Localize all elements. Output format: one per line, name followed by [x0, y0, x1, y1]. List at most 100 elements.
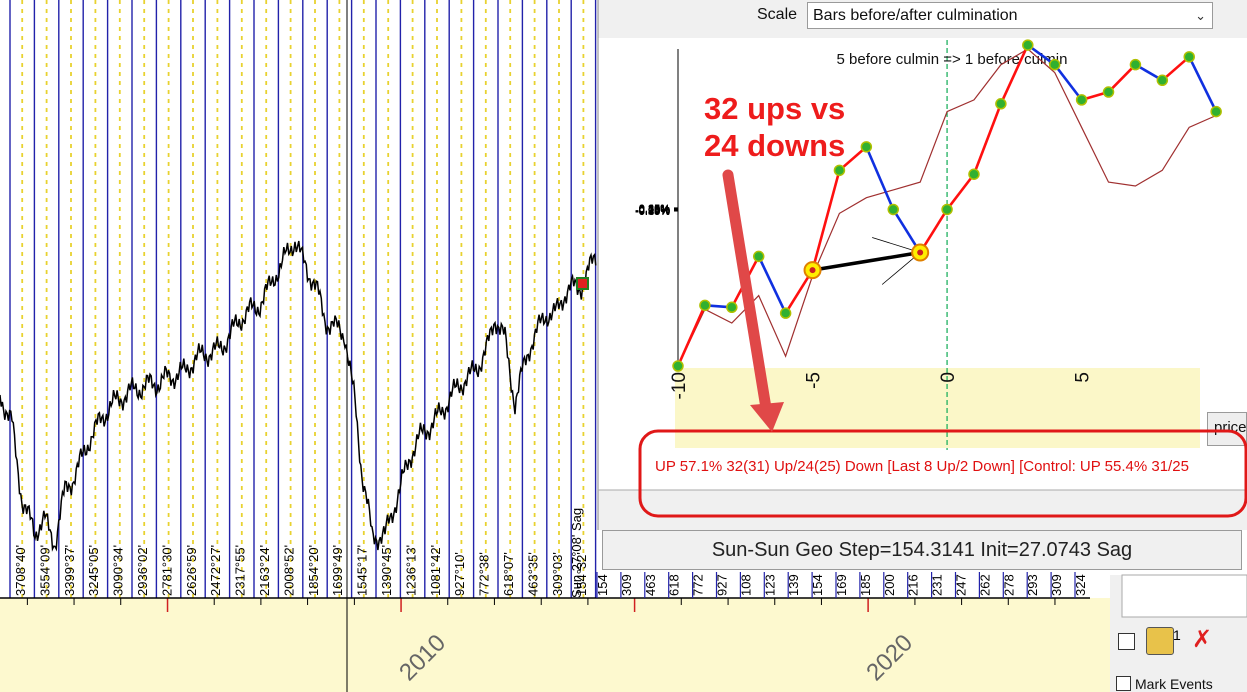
y-tick-label: -0.20%: [635, 205, 670, 217]
highlight-point-core: [917, 249, 924, 256]
data-point: [1156, 74, 1169, 87]
data-point: [672, 360, 684, 372]
degree-label: 2626°59': [184, 545, 199, 596]
degree-label: 154°32': [574, 552, 589, 596]
up-segment: [972, 103, 1003, 175]
degree-label: 247: [954, 574, 969, 596]
status-bar: Sun-Sun Geo Step=154.3141 Init=27.0743 S…: [602, 530, 1242, 570]
data-point: [1183, 51, 1195, 63]
planet-icon[interactable]: [1146, 627, 1174, 655]
inset-chart-title: 5 before culmin => 1 before culmin: [837, 51, 1068, 68]
y-tick-label: -0.05%: [635, 205, 670, 217]
date-axis-area: [0, 598, 1110, 692]
culmination-marker: [576, 277, 589, 290]
degree-label: 772°38': [477, 552, 492, 596]
degree-label: 293: [1025, 574, 1040, 596]
comparison-line: [812, 250, 921, 272]
degree-label: 3708°40': [13, 545, 28, 596]
up-segment: [811, 169, 841, 271]
scale-dropdown[interactable]: Bars before/after culmination ⌄: [807, 2, 1213, 29]
degree-label: 2163°24': [257, 545, 272, 596]
y-tick-label: -0.30%: [635, 206, 670, 218]
price-button[interactable]: price: [1207, 412, 1247, 446]
y-tick-label: -0.25%: [635, 205, 670, 217]
y-tick-label: 0.25%: [639, 203, 670, 215]
up-segment: [999, 44, 1029, 105]
degree-label: 309: [1049, 574, 1064, 596]
y-tick-label: 0.15%: [639, 204, 670, 216]
data-point: [752, 250, 765, 263]
y-tick-label: 0.00%: [639, 204, 670, 216]
y-tick-label: 0.05%: [639, 204, 670, 216]
scale-selected-value: Bars before/after culmination: [813, 7, 1018, 24]
x-tick-label: -10: [669, 372, 690, 399]
data-point: [1022, 39, 1034, 51]
up-segment: [676, 304, 707, 367]
degree-label: 231: [930, 574, 945, 596]
data-point: [1102, 86, 1115, 98]
annotation-text: 32 ups vs 24 downs: [704, 90, 845, 164]
data-point: [726, 301, 738, 314]
mark-events-label: Mark Events: [1135, 676, 1213, 692]
up-segment: [838, 145, 868, 172]
degree-label: 1081°42': [428, 545, 443, 596]
degree-label: 154: [810, 574, 825, 596]
degree-label: 463°35': [525, 552, 540, 596]
degree-label: 463: [643, 574, 658, 596]
degree-label: 200: [882, 574, 897, 596]
degree-label: 2781°30': [159, 545, 174, 596]
toolbar-checkbox[interactable]: [1118, 633, 1135, 650]
degree-label: 2936°02': [135, 545, 150, 596]
data-point: [968, 168, 980, 180]
degree-label: 154: [595, 574, 610, 596]
degree-label: 139: [786, 574, 801, 596]
degree-label: 3399°37': [62, 545, 77, 596]
down-segment: [1053, 63, 1083, 101]
x-tick-label: 0: [938, 372, 959, 383]
degree-label: 169: [834, 574, 849, 596]
up-segment: [1107, 63, 1137, 93]
degree-label: 123: [762, 574, 777, 596]
degree-label: 1854°20': [306, 545, 321, 596]
tool-number: 1: [1173, 627, 1181, 643]
y-tick-label: -0.35%: [635, 206, 670, 218]
degree-label: 1390°45': [379, 545, 394, 596]
degree-label: 2008°52': [281, 545, 296, 596]
degree-label: 1236°13': [403, 545, 418, 596]
data-point: [779, 307, 792, 319]
y-tick-label: -0.40%: [635, 206, 670, 218]
up-segment: [946, 173, 976, 211]
stats-summary: UP 57.1% 32(31) Up/24(25) Down [Last 8 U…: [655, 458, 1189, 475]
degree-label: 3245°05': [86, 545, 101, 596]
x-tick-label: -5: [804, 372, 825, 389]
y-tick-label: 0.10%: [639, 204, 670, 216]
data-point: [699, 299, 711, 312]
sun-marker-label: Sun 27°08' Sag: [569, 508, 584, 598]
lightning-close-icon[interactable]: ✗: [1192, 626, 1213, 653]
degree-label: 772: [691, 574, 706, 596]
data-point: [995, 98, 1007, 110]
degree-label: 3090°34': [111, 545, 126, 596]
mark-events-option[interactable]: Mark Events: [1116, 676, 1213, 692]
y-tick-label: 0.40%: [639, 203, 670, 215]
y-tick-label: -0.10%: [635, 205, 670, 217]
price-series: [0, 240, 597, 552]
down-segment: [1188, 56, 1218, 113]
mark-events-checkbox[interactable]: [1116, 676, 1131, 691]
data-point: [1048, 58, 1061, 71]
degree-label: 262: [977, 574, 992, 596]
degree-label: 185: [858, 574, 873, 596]
y-tick-label: 0.20%: [639, 204, 670, 216]
degree-label: 927°10': [452, 552, 467, 596]
degree-label: 618: [667, 574, 682, 596]
degree-label: 108: [738, 574, 753, 596]
degree-label: 309°03': [550, 552, 565, 596]
degree-label: 1545°17': [355, 545, 370, 596]
degree-label: 1699°49': [330, 545, 345, 596]
down-segment: [865, 146, 895, 210]
degree-label: 2317°55': [233, 545, 248, 596]
chevron-down-icon: ⌄: [1195, 8, 1206, 23]
data-point: [833, 164, 846, 177]
data-point: [887, 203, 900, 216]
degree-label: 309: [619, 574, 634, 596]
